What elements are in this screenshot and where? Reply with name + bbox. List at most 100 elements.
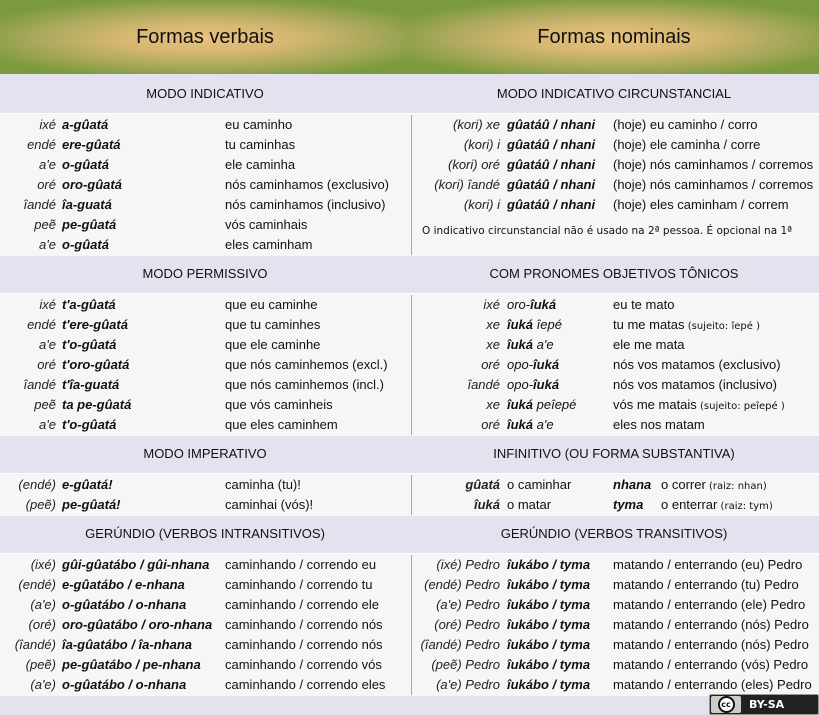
table-row: ixé t'a-gûatá que eu caminhe xyxy=(0,295,819,315)
translation: eles nos matam xyxy=(613,415,705,435)
table-row: (peẽ) pe-gûatábo / pe-nhana caminhando / c… xyxy=(0,655,819,675)
verb-form: pe-gûatá! xyxy=(62,495,121,515)
translation: que ele caminhe xyxy=(225,335,320,355)
translation-text: que ele caminhe xyxy=(225,337,321,352)
pronoun: (peẽ) xyxy=(25,497,56,512)
translation-text: matando / enterrando (vós) Pedro xyxy=(613,657,809,672)
translation: tu caminhas xyxy=(225,135,295,155)
verb-form: îukábo / tyma xyxy=(507,555,590,575)
form-main: o-gûatábo / o-nhana xyxy=(62,597,187,612)
pronoun: a'e xyxy=(39,417,56,432)
form-main: oro-gûatábo / oro-nhana xyxy=(62,617,213,632)
section-title-left: MODO PERMISSIVO xyxy=(142,266,268,281)
meaning-text: o correr xyxy=(661,477,706,492)
verb-form: oro-îuká xyxy=(507,295,556,315)
column-divider xyxy=(411,115,412,255)
table-row: oré t'oro-gûatá que nós caminhemos (excl.) xyxy=(0,355,819,375)
pronoun: (endé) xyxy=(18,577,56,592)
verb-form: gûatáû / nhani xyxy=(507,155,595,175)
infinitive-meaning: o enterrar (raiz: tym) xyxy=(661,495,773,517)
pronoun: peẽ xyxy=(34,397,56,412)
pronoun: îandé xyxy=(23,197,56,212)
form-main: gûatáû / nhani xyxy=(507,157,596,172)
form-main: t'o-gûatá xyxy=(62,337,117,352)
section-title-right: GERÚNDIO (VERBOS TRANSITIVOS) xyxy=(500,526,728,541)
section-title-left: GERÚNDIO (VERBOS INTRANSITIVOS) xyxy=(85,526,325,541)
infinitive-word: gûatá xyxy=(465,477,500,492)
table-row: endé t'ere-gûatá que tu caminhes xyxy=(0,315,819,335)
table-row: (peẽ) Pedro îukábo / tyma matando / enterr… xyxy=(0,655,819,675)
table-row: oré oro-gûatá nós caminhamos (exclusivo) xyxy=(0,175,819,195)
translation: eu caminho xyxy=(225,115,292,135)
form-suffix: a'e xyxy=(533,417,554,432)
verb-form: e-gûatábo / e-nhana xyxy=(62,575,185,595)
translation-text: eu caminho xyxy=(225,117,293,132)
creative-commons-icon: cc xyxy=(711,696,741,713)
nominal-forms-title: Formas nominais xyxy=(537,26,691,48)
verbal-forms-title: Formas verbais xyxy=(136,26,274,48)
form-main: îukábo / tyma xyxy=(507,597,591,612)
license-badge[interactable]: cc BY-SA xyxy=(709,694,819,715)
verb-form: îukábo / tyma xyxy=(507,675,590,695)
verb-form: opo-îuká xyxy=(507,355,559,375)
verb-form: o-gûatábo / o-nhana xyxy=(62,675,186,695)
pronoun: endé xyxy=(27,317,56,332)
table-row: xe îuká îepé tu me matas (sujeito: îepé ) xyxy=(0,315,819,335)
verb-form: oro-gûatábo / oro-nhana xyxy=(62,615,212,635)
verb-form: îukábo / tyma xyxy=(507,655,590,675)
table-row: îandé t'îa-guatá que nós caminhemos (incl.… xyxy=(0,375,819,395)
table-row: (kori) oré gûatáû / nhani (hoje) nós camin… xyxy=(0,155,819,175)
pronoun: (îandé) Pedro xyxy=(420,637,501,652)
verb-form: opo-îuká xyxy=(507,375,559,395)
pronoun: (îandé) xyxy=(14,637,56,652)
translation: eles caminham xyxy=(225,235,312,255)
form-main: îukábo / tyma xyxy=(507,617,591,632)
section-title-right: MODO INDICATIVO CIRCUNSTANCIAL xyxy=(496,86,732,101)
form-main: îukábo / tyma xyxy=(507,577,591,592)
translation: vós me matais (sujeito: peîepé ) xyxy=(613,395,785,417)
verb-form: o-gûatábo / o-nhana xyxy=(62,595,186,615)
translation-text: (hoje) nós caminhamos / corremos xyxy=(613,157,814,172)
table-row: (peẽ) pe-gûatá! caminhai (vós)! xyxy=(0,495,819,515)
translation: matando / enterrando (eles) Pedro xyxy=(613,675,812,695)
pronoun: (peẽ) Pedro xyxy=(431,657,500,672)
form-main: pe-gûatábo / pe-nhana xyxy=(62,657,201,672)
verb-form: îukábo / tyma xyxy=(507,635,590,655)
pronoun: oré xyxy=(37,357,56,372)
form-main: t'o-gûatá xyxy=(62,417,117,432)
verb-form: t'o-gûatá xyxy=(62,415,116,435)
table-row: a'e t'o-gûatá que eles caminhem xyxy=(0,415,819,435)
infinitive-word: tyma xyxy=(613,497,644,512)
form-main: o-gûatá xyxy=(62,237,109,252)
translation-text: caminhando / correndo vós xyxy=(225,657,382,672)
form-main: t'îa-guatá xyxy=(62,377,120,392)
form-main: îuká xyxy=(507,417,534,432)
translation-text: caminhando / correndo eu xyxy=(225,557,377,572)
translation-text: que eu caminhe xyxy=(225,297,318,312)
section-body xyxy=(0,113,819,256)
pronoun: oré xyxy=(481,417,500,432)
column-divider xyxy=(411,475,412,515)
table-row: (kori) îandé gûatáû / nhani (hoje) nós cam… xyxy=(0,175,819,195)
table-row: (a'e) Pedro îukábo / tyma matando / enterr… xyxy=(0,595,819,615)
table-row: ixé a-gûatá eu caminho xyxy=(0,115,819,135)
translation-text: (hoje) ele caminha / corre xyxy=(613,137,761,152)
translation-text: (hoje) eu caminho / corro xyxy=(613,117,758,132)
translation: (hoje) ele caminha / corre xyxy=(613,135,760,155)
translation: nós vos matamos (exclusivo) xyxy=(613,355,781,375)
section-note: O indicativo circunstancial não é usado … xyxy=(422,225,793,237)
translation: matando / enterrando (nós) Pedro xyxy=(613,635,809,655)
translation-text: nós caminhamos (inclusivo) xyxy=(225,197,386,212)
table-row: peẽ ta pe-gûatá que vós caminheis xyxy=(0,395,819,415)
form-main: t'oro-gûatá xyxy=(62,357,130,372)
translation-text: que eles caminhem xyxy=(225,417,338,432)
verb-form: pe-gûatá xyxy=(62,215,116,235)
verb-form: gûi-gûatábo / gûi-nhana xyxy=(62,555,209,575)
translation-note: (sujeito: peîepé ) xyxy=(696,401,785,412)
pronoun: a'e xyxy=(39,237,56,252)
verb-form: t'ere-gûatá xyxy=(62,315,128,335)
translation-text: vós caminhais xyxy=(225,217,308,232)
pronoun: (kori) oré xyxy=(447,157,500,172)
translation: caminhai (vós)! xyxy=(225,495,313,515)
translation: caminhando / correndo eu xyxy=(225,555,376,575)
